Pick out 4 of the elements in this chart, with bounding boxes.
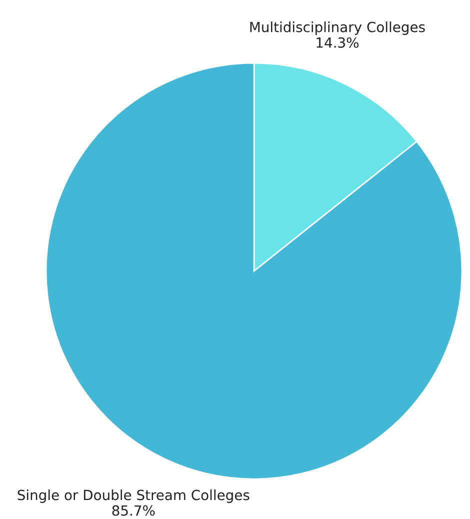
data-label: 14.3% (316, 37, 359, 48)
data-label: 85.7% (112, 505, 155, 516)
slice-label: Single or Double Stream Colleges (18, 490, 250, 503)
slice-label: Multidisciplinary Colleges (250, 22, 425, 35)
